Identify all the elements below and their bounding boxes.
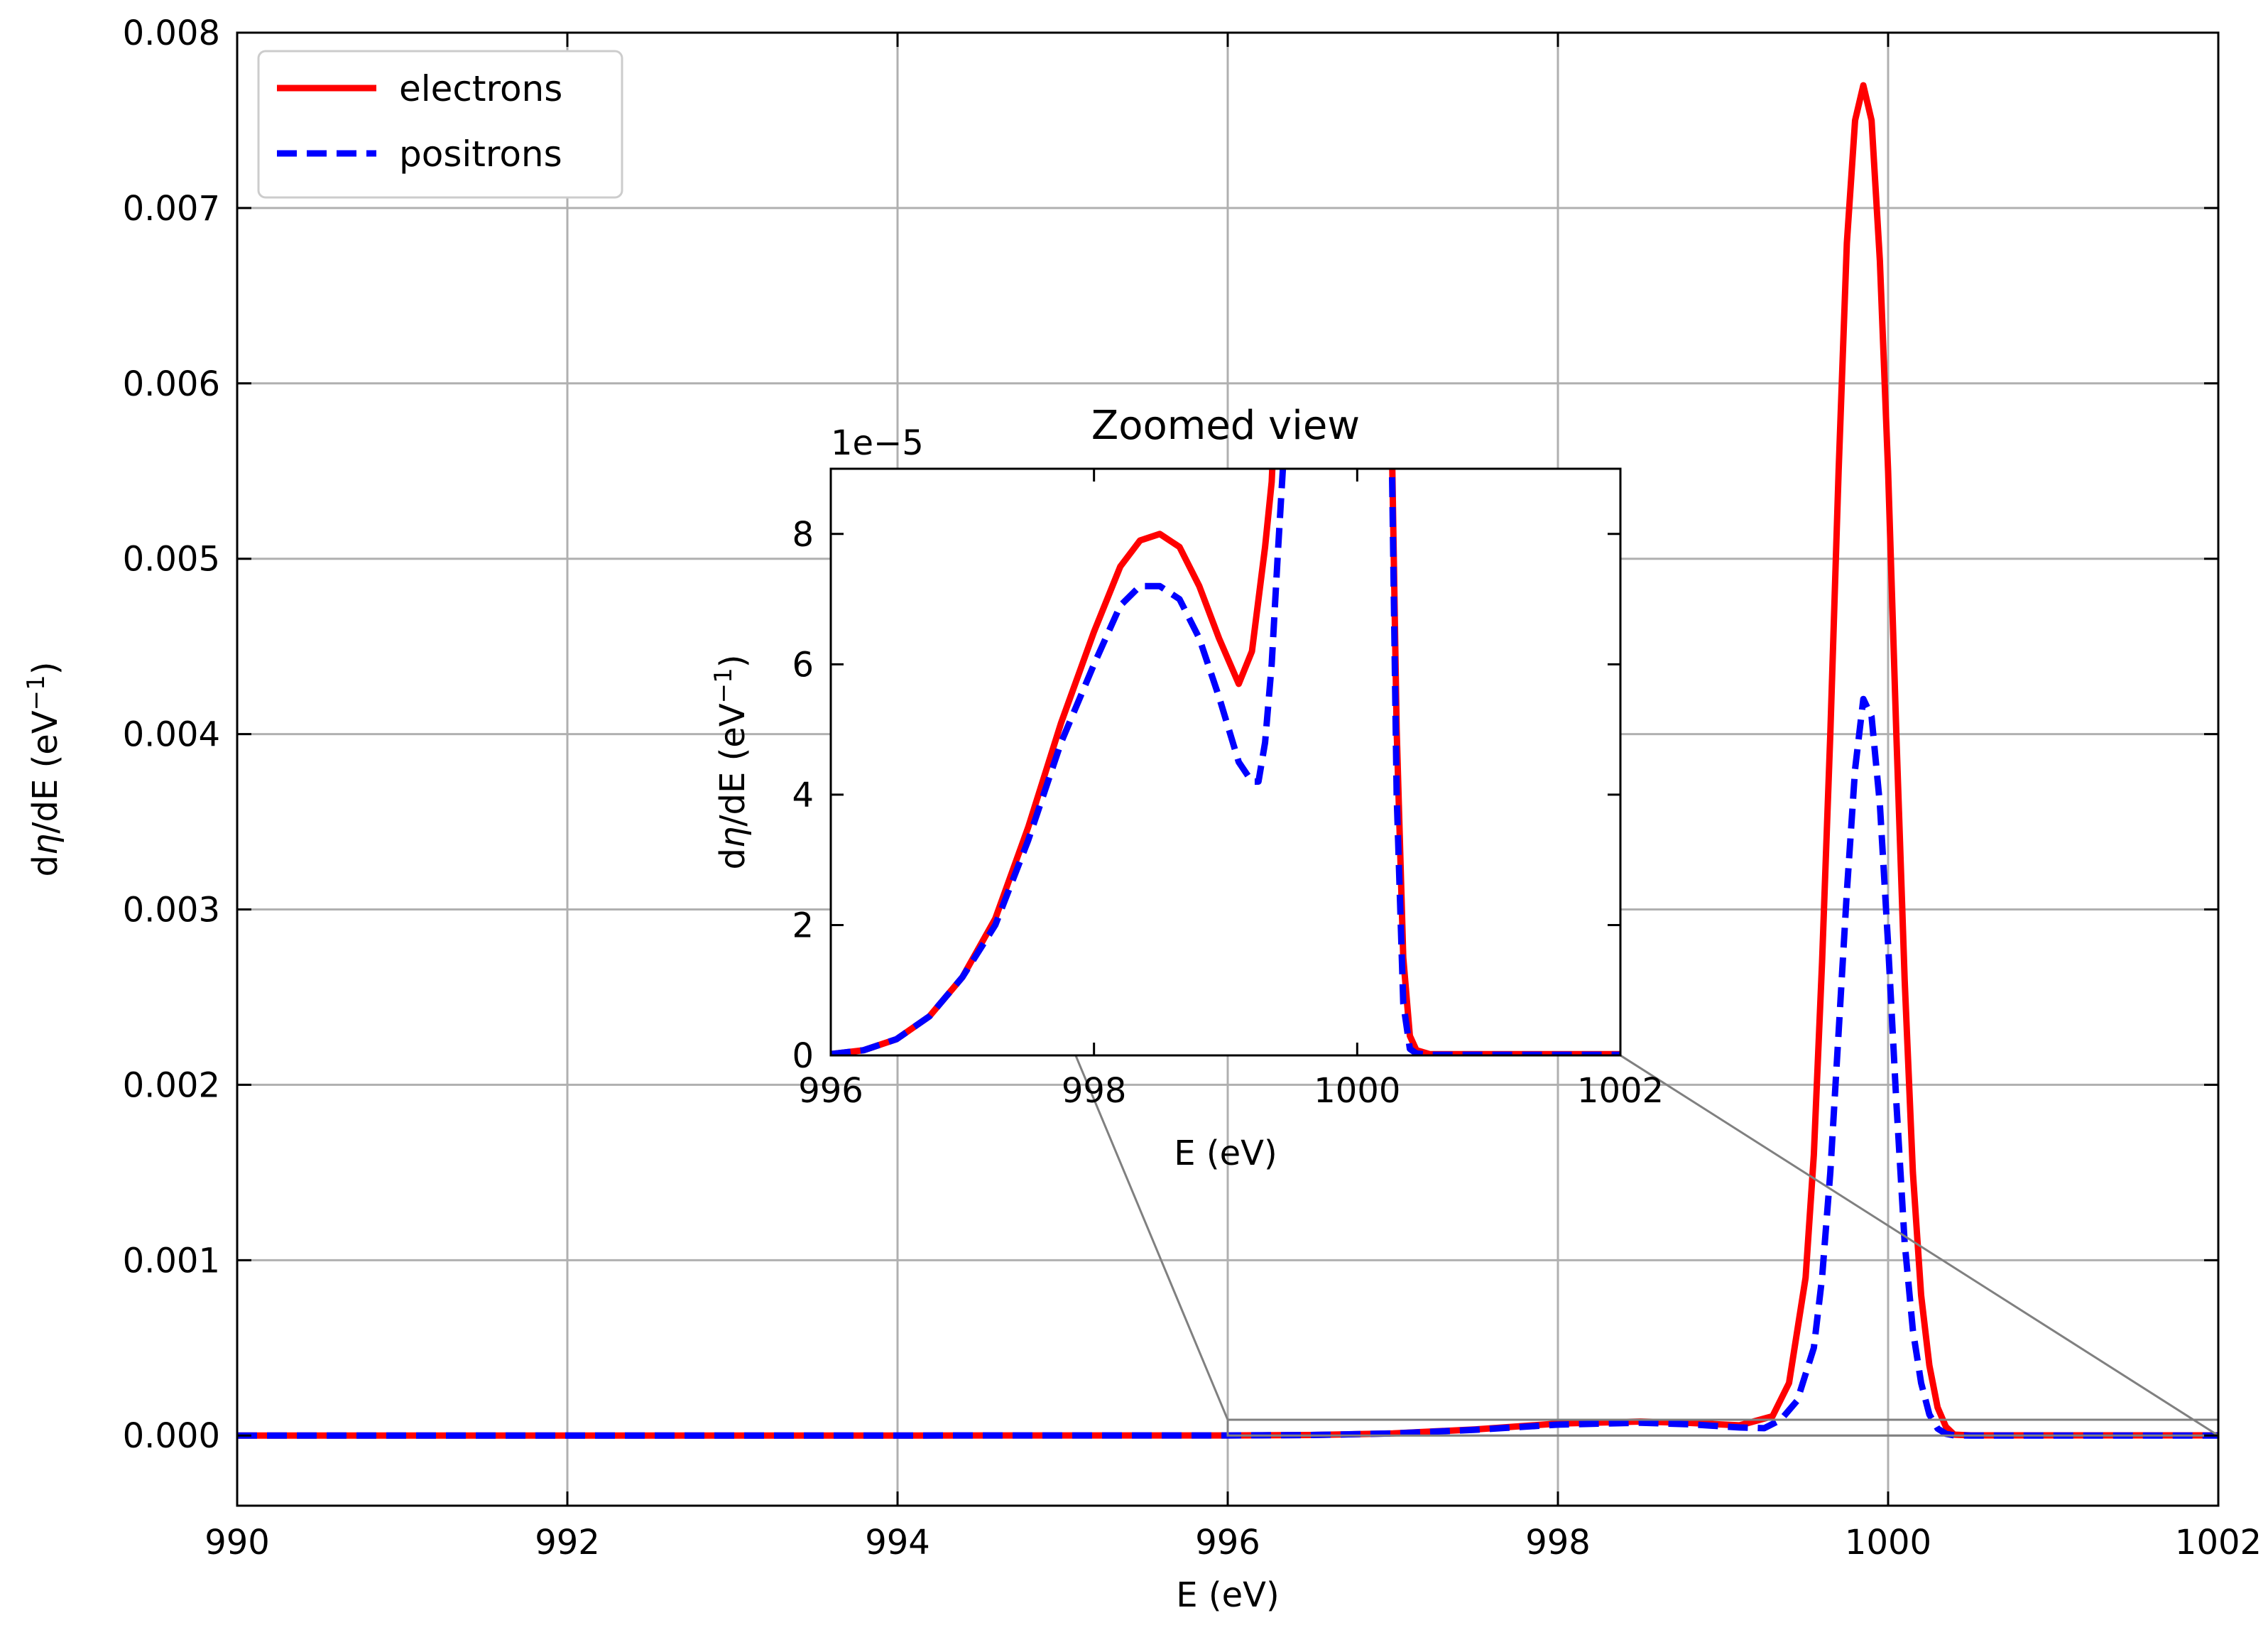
main-y-tick-labels: 0.000 0.001 0.002 0.003 0.004 0.005 0.006 0.007…	[123, 13, 220, 1456]
main-y-tick-label: 0.005	[123, 540, 220, 580]
main-y-axis-label: dη/dE (eV−1)	[22, 661, 65, 876]
main-ticks	[236, 31, 2220, 1506]
zoom-connector-right	[1620, 1054, 2219, 1437]
inset-x-tick-labels: 996 998 1000 1002	[798, 1071, 1664, 1111]
inset-y-tick-label: 2	[792, 906, 814, 945]
legend: electrons positrons	[257, 50, 623, 199]
main-x-tick-label: 998	[1525, 1523, 1591, 1562]
inset-x-tick-label: 1002	[1577, 1071, 1664, 1111]
main-y-tick-label: 0.008	[123, 13, 220, 53]
main-y-tick-label: 0.007	[123, 189, 220, 229]
main-x-tick-label: 990	[205, 1523, 270, 1562]
inset-title: Zoomed view	[1091, 403, 1360, 449]
legend-label-positrons: positrons	[399, 134, 562, 175]
main-y-tick-label: 0.000	[123, 1416, 220, 1456]
inset-y-tick-label: 4	[792, 776, 814, 815]
inset-x-axis-label: E (eV)	[1174, 1134, 1277, 1173]
main-y-tick-label: 0.002	[123, 1065, 220, 1105]
inset-series-positrons	[831, 469, 1620, 1055]
inset-y-tick-labels: 0 2 4 6 8	[792, 515, 814, 1076]
main-x-tick-label: 1000	[1845, 1523, 1931, 1562]
inset-y-axis-label: dη/dE (eV−1)	[709, 654, 753, 869]
main-y-tick-label: 0.003	[123, 891, 220, 930]
main-series-positrons	[237, 695, 2218, 1439]
inset-y-tick-label: 6	[792, 645, 814, 685]
inset-x-tick-label: 996	[798, 1071, 863, 1111]
main-x-tick-label: 1002	[2175, 1523, 2262, 1562]
inset-plot-area	[831, 469, 1620, 1055]
main-x-tick-label: 994	[865, 1523, 930, 1562]
inset-x-tick-label: 998	[1062, 1071, 1127, 1111]
main-y-tick-label: 0.004	[123, 715, 220, 755]
inset-ticks	[829, 469, 1622, 1057]
main-x-tick-labels: 990 992 994 996 998 1000 1002	[205, 1523, 2262, 1562]
main-plot-area	[237, 82, 2218, 1439]
inset-y-tick-label: 8	[792, 515, 814, 555]
main-x-tick-label: 996	[1195, 1523, 1260, 1562]
main-series-electrons	[237, 82, 2218, 1439]
inset-offset-text: 1e−5	[831, 423, 924, 463]
inset-axes-frame	[829, 467, 1622, 1057]
inset-axes: 996 998 1000 1002 0 2 4 6 8 Zoomed view 1e−5 E …	[709, 403, 1664, 1173]
inset-x-tick-label: 1000	[1314, 1071, 1400, 1111]
main-x-axis-label: E (eV)	[1176, 1575, 1279, 1615]
main-y-tick-label: 0.001	[123, 1241, 220, 1281]
main-y-tick-label: 0.006	[123, 364, 220, 404]
main-axes: 990 992 994 996 998 1000 1002 0.0000.0010.0020…	[22, 13, 2262, 1615]
inset-background	[831, 469, 1620, 1055]
inset-y-tick-label: 0	[792, 1036, 814, 1076]
main-x-tick-label: 992	[535, 1523, 600, 1562]
legend-label-electrons: electrons	[399, 68, 562, 109]
